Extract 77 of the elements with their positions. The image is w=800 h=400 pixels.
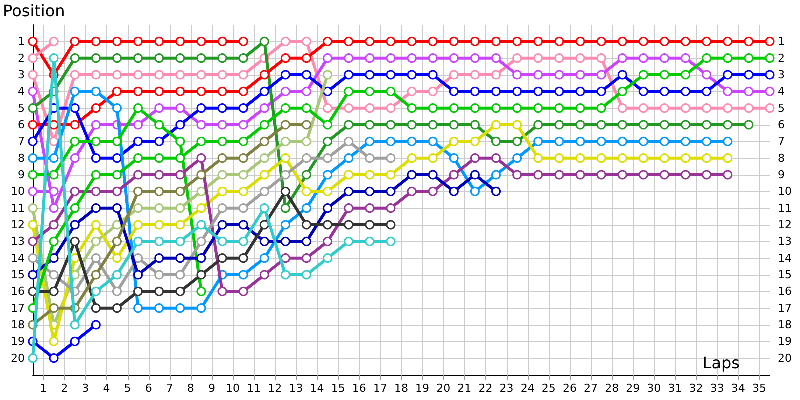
y2-tick-label: 10	[778, 185, 792, 198]
x-tick-label: 20	[436, 382, 451, 395]
y2-tick-label: 17	[778, 302, 792, 315]
x-tick-label: 4	[103, 382, 110, 395]
y2-tick-label: 18	[778, 318, 792, 332]
x-tick-label: 10	[226, 382, 240, 395]
x-tick-label: 1	[40, 382, 48, 395]
y-tick-label: 13	[11, 235, 25, 248]
y-tick-label: 1	[18, 35, 25, 48]
y2-tick-label: 15	[778, 268, 792, 282]
x-tick-label: 21	[458, 382, 472, 395]
x-tick-label: 6	[145, 382, 152, 395]
y2-tick-label: 6	[778, 118, 785, 132]
y2-tick-label: 8	[778, 152, 785, 165]
x-tick-label: 11	[247, 382, 262, 395]
x-tick-label: 27	[584, 382, 598, 395]
x-tick-label: 3	[82, 382, 90, 395]
x-tick-label: 14	[310, 382, 324, 395]
x-tick-label: 35	[752, 382, 766, 395]
x-tick-label: 29	[626, 382, 640, 395]
x-tick-label: 16	[352, 382, 366, 395]
y-tick-label: 6	[18, 118, 25, 132]
y2-tick-label: 9	[778, 168, 785, 182]
y-tick-label: 7	[18, 135, 25, 148]
x-axis-title: Laps	[702, 354, 740, 372]
x-tick-label: 2	[61, 382, 68, 395]
x-tick-label: 8	[187, 382, 194, 395]
y-tick-label: 14	[11, 252, 25, 265]
x-tick-label: 12	[268, 382, 282, 395]
x-tick-label: 28	[605, 382, 620, 395]
y-tick-label: 19	[11, 335, 25, 348]
x-tick-label: 9	[208, 382, 216, 395]
x-tick-label: 22	[478, 382, 493, 395]
x-tick-label: 17	[373, 382, 388, 395]
x-tick-label: 23	[500, 382, 514, 395]
y2-tick-label: 7	[778, 135, 785, 148]
x-tick-label: 26	[562, 382, 577, 395]
x-tick-label: 5	[124, 382, 132, 395]
y-tick-label: 16	[11, 285, 25, 298]
x-tick-label: 34	[731, 382, 746, 395]
y2-tick-label: 3	[778, 68, 785, 82]
y2-tick-label: 2	[778, 52, 785, 65]
y2-tick-label: 4	[778, 85, 785, 98]
y-tick-label: 2	[18, 52, 25, 65]
y-tick-label: 8	[18, 152, 25, 165]
y2-tick-label: 1	[778, 35, 785, 48]
x-tick-label: 15	[331, 382, 346, 395]
x-tick-label: 33	[710, 382, 724, 395]
y-tick-label: 11	[11, 202, 25, 215]
y-tick-label: 4	[18, 85, 25, 98]
y-tick-label: 18	[11, 318, 25, 332]
y2-tick-label: 11	[778, 202, 792, 215]
y-tick-label: 15	[11, 268, 25, 282]
x-tick-label: 32	[689, 382, 704, 395]
x-tick-label: 25	[542, 382, 556, 395]
y-tick-label: 3	[18, 68, 25, 82]
y2-tick-label: 13	[778, 235, 792, 248]
x-tick-label: 30	[647, 382, 662, 395]
x-tick-label: 19	[416, 382, 430, 395]
x-tick-label: 31	[668, 382, 682, 395]
y2-tick-label: 19	[778, 335, 792, 348]
y-axis-title: Position	[3, 2, 66, 20]
y-tick-label: 17	[11, 302, 25, 315]
y2-tick-label: 5	[778, 102, 785, 115]
x-tick-label: 18	[394, 382, 408, 395]
y-tick-label: 20	[11, 352, 25, 365]
x-tick-label: 24	[520, 382, 535, 395]
x-tick-label: 7	[166, 382, 174, 395]
y-tick-label: 5	[18, 102, 25, 115]
y-tick-label: 12	[11, 218, 25, 232]
y2-tick-label: 20	[778, 352, 792, 365]
y2-tick-label: 16	[778, 285, 792, 298]
y-tick-label: 9	[18, 168, 25, 182]
y-tick-label: 10	[11, 185, 25, 198]
y2-tick-label: 12	[778, 218, 792, 232]
x-tick-label: 13	[289, 382, 304, 395]
y2-tick-label: 14	[778, 252, 792, 265]
